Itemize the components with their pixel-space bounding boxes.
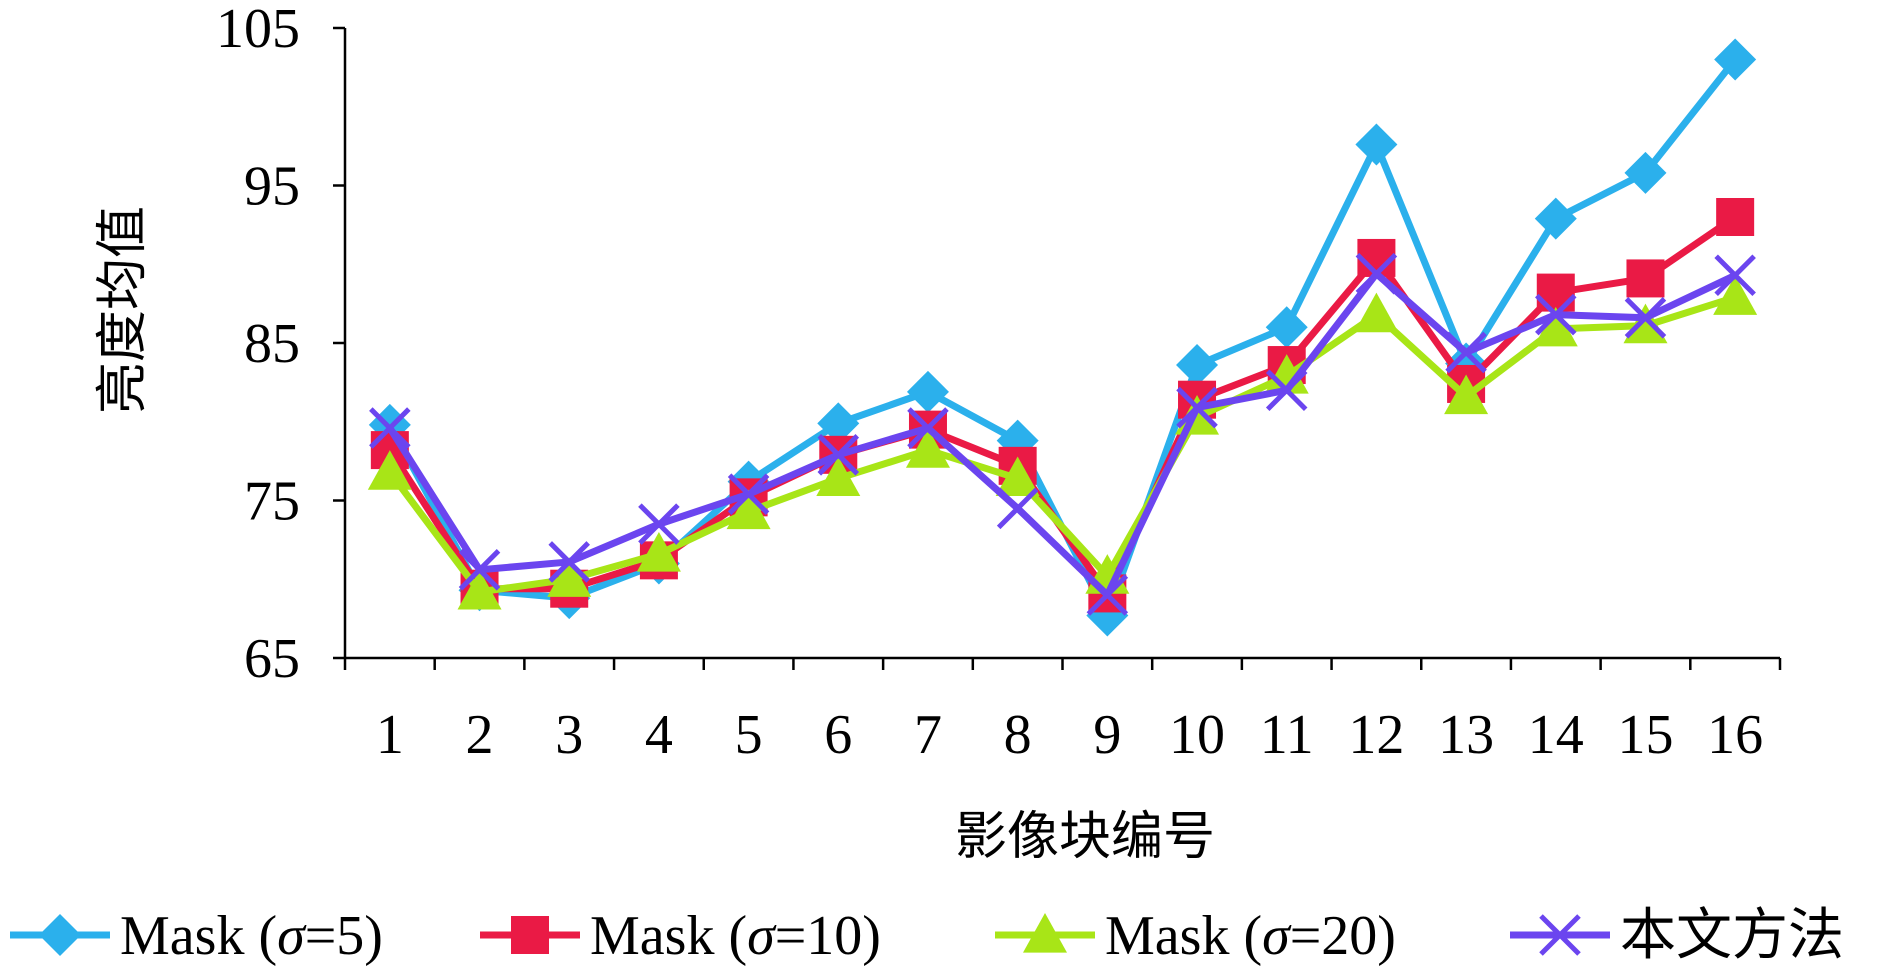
series-line <box>386 270 1737 599</box>
data-point <box>1535 293 1577 336</box>
y-tick-label: 105 <box>216 0 300 60</box>
legend-item: Mask (σ=5) <box>10 905 383 967</box>
data-point <box>547 557 592 597</box>
data-point <box>636 532 681 572</box>
data-point <box>458 549 501 591</box>
data-point <box>727 473 770 515</box>
x-tick-label: 5 <box>735 704 763 766</box>
x-tick-label: 3 <box>555 704 583 766</box>
data-point <box>457 569 502 610</box>
series-layer <box>367 38 1758 637</box>
data-point <box>1086 574 1129 616</box>
data-point <box>1714 254 1756 297</box>
legend: Mask (σ=5) Mask (σ=10) Mask (σ=20) 本文方法 <box>10 905 1844 967</box>
data-point <box>1176 344 1219 387</box>
data-point <box>367 450 412 490</box>
data-point <box>1445 331 1487 374</box>
data-point <box>816 456 861 497</box>
x-tick-label: 10 <box>1169 704 1225 766</box>
data-point <box>1265 306 1308 349</box>
x-tick-label: 12 <box>1348 704 1404 766</box>
legend-item: 本文方法 <box>1510 905 1844 967</box>
x-tick-label: 16 <box>1707 704 1763 766</box>
x-tick-label: 15 <box>1617 704 1673 766</box>
y-tick-label: 65 <box>244 628 300 690</box>
legend-label: Mask (σ=20) <box>1105 905 1396 967</box>
x-tick-label: 7 <box>914 704 942 766</box>
data-point <box>369 407 411 449</box>
legend-marker <box>1023 913 1067 953</box>
data-point <box>1264 354 1309 394</box>
data-point <box>1536 273 1575 312</box>
legend-item: Mask (σ=10) <box>480 905 881 967</box>
legend-label: 本文方法 <box>1620 905 1844 967</box>
data-point <box>1534 197 1577 240</box>
data-point <box>1176 386 1218 429</box>
series-4 <box>369 252 1756 616</box>
data-point <box>1716 198 1755 236</box>
data-point <box>996 487 1039 530</box>
data-point <box>906 370 949 413</box>
data-point <box>1355 252 1398 295</box>
data-point <box>1354 292 1399 333</box>
y-tick-label: 85 <box>244 313 300 375</box>
x-tick-label: 4 <box>645 704 673 766</box>
data-point <box>1713 275 1758 315</box>
x-ticks: 1 2 3 4 5 6 7 8 9 10 11 12 13 14 15 16 <box>343 658 1782 766</box>
data-point <box>817 434 860 476</box>
series-line <box>386 214 1738 597</box>
legend-marker <box>511 916 549 954</box>
legend-item: Mask (σ=20) <box>995 905 1396 967</box>
x-tick-label: 8 <box>1004 704 1032 766</box>
series-3 <box>367 275 1758 610</box>
data-point <box>1624 151 1667 194</box>
legend-marker <box>39 914 81 956</box>
data-point <box>726 489 771 530</box>
data-point <box>1355 123 1398 166</box>
y-tick-label: 95 <box>244 156 300 218</box>
data-point <box>817 402 860 445</box>
y-ticks: 65 75 85 95 105 <box>216 0 345 690</box>
x-tick-label: 6 <box>824 704 852 766</box>
data-point <box>1265 369 1308 412</box>
data-point <box>905 428 950 468</box>
x-tick-label: 14 <box>1528 704 1584 766</box>
legend-marker <box>1539 914 1581 956</box>
x-tick-label: 11 <box>1260 704 1314 766</box>
data-point <box>1714 38 1757 81</box>
data-point <box>548 541 590 583</box>
data-point <box>995 456 1040 497</box>
data-point <box>907 407 949 449</box>
x-tick-label: 1 <box>376 704 404 766</box>
data-point <box>1623 303 1668 344</box>
x-tick-label: 2 <box>466 704 494 766</box>
legend-label: Mask (σ=5) <box>120 905 383 967</box>
x-tick-label: 9 <box>1093 704 1121 766</box>
data-point <box>1624 297 1667 339</box>
x-axis-title: 影像块编号 <box>955 807 1215 867</box>
series-line <box>387 293 1737 596</box>
y-tick-label: 75 <box>244 471 300 533</box>
data-point <box>1626 259 1665 298</box>
data-point <box>1444 374 1489 415</box>
legend-label: Mask (σ=10) <box>590 905 881 967</box>
data-point <box>1533 306 1578 347</box>
data-point <box>638 503 680 545</box>
x-tick-label: 13 <box>1438 704 1494 766</box>
y-axis-title: 亮度均值 <box>93 206 153 414</box>
